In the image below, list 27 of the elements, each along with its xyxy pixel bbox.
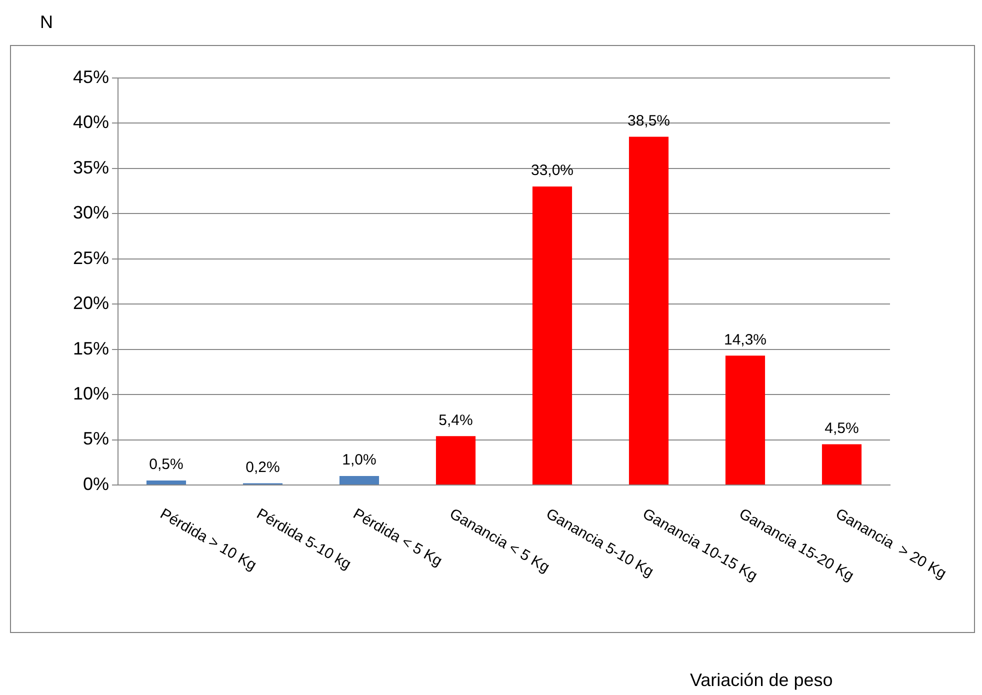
bar [822, 444, 862, 484]
y-tick-label: 15% [72, 338, 109, 358]
bar [628, 136, 669, 484]
y-tick-label: 0% [82, 474, 109, 494]
bar [146, 480, 186, 484]
y-tick-label: 10% [72, 384, 109, 404]
data-label: 14,3% [724, 331, 767, 348]
data-label: 33,0% [530, 162, 574, 180]
data-label: 4,5% [824, 420, 859, 437]
bar [725, 356, 766, 484]
data-label: 5,4% [438, 412, 473, 429]
y-tick-label: 20% [72, 293, 109, 314]
data-label: 0,2% [246, 458, 280, 476]
bar [339, 476, 380, 484]
y-tick-label: 5% [82, 428, 109, 449]
y-tick-label: 35% [72, 157, 109, 178]
data-label: 0,5% [149, 456, 184, 474]
data-label: 1,0% [342, 452, 376, 469]
data-label: 38,5% [627, 112, 670, 130]
y-tick-label: 45% [72, 66, 109, 87]
bar [436, 436, 476, 484]
y-axis-title: N [40, 12, 53, 32]
x-axis-title: Variación de peso [690, 670, 833, 690]
y-tick-label: 30% [72, 202, 109, 223]
bar [532, 186, 572, 484]
y-tick-label: 40% [72, 112, 109, 132]
y-tick-label: 25% [72, 248, 109, 268]
